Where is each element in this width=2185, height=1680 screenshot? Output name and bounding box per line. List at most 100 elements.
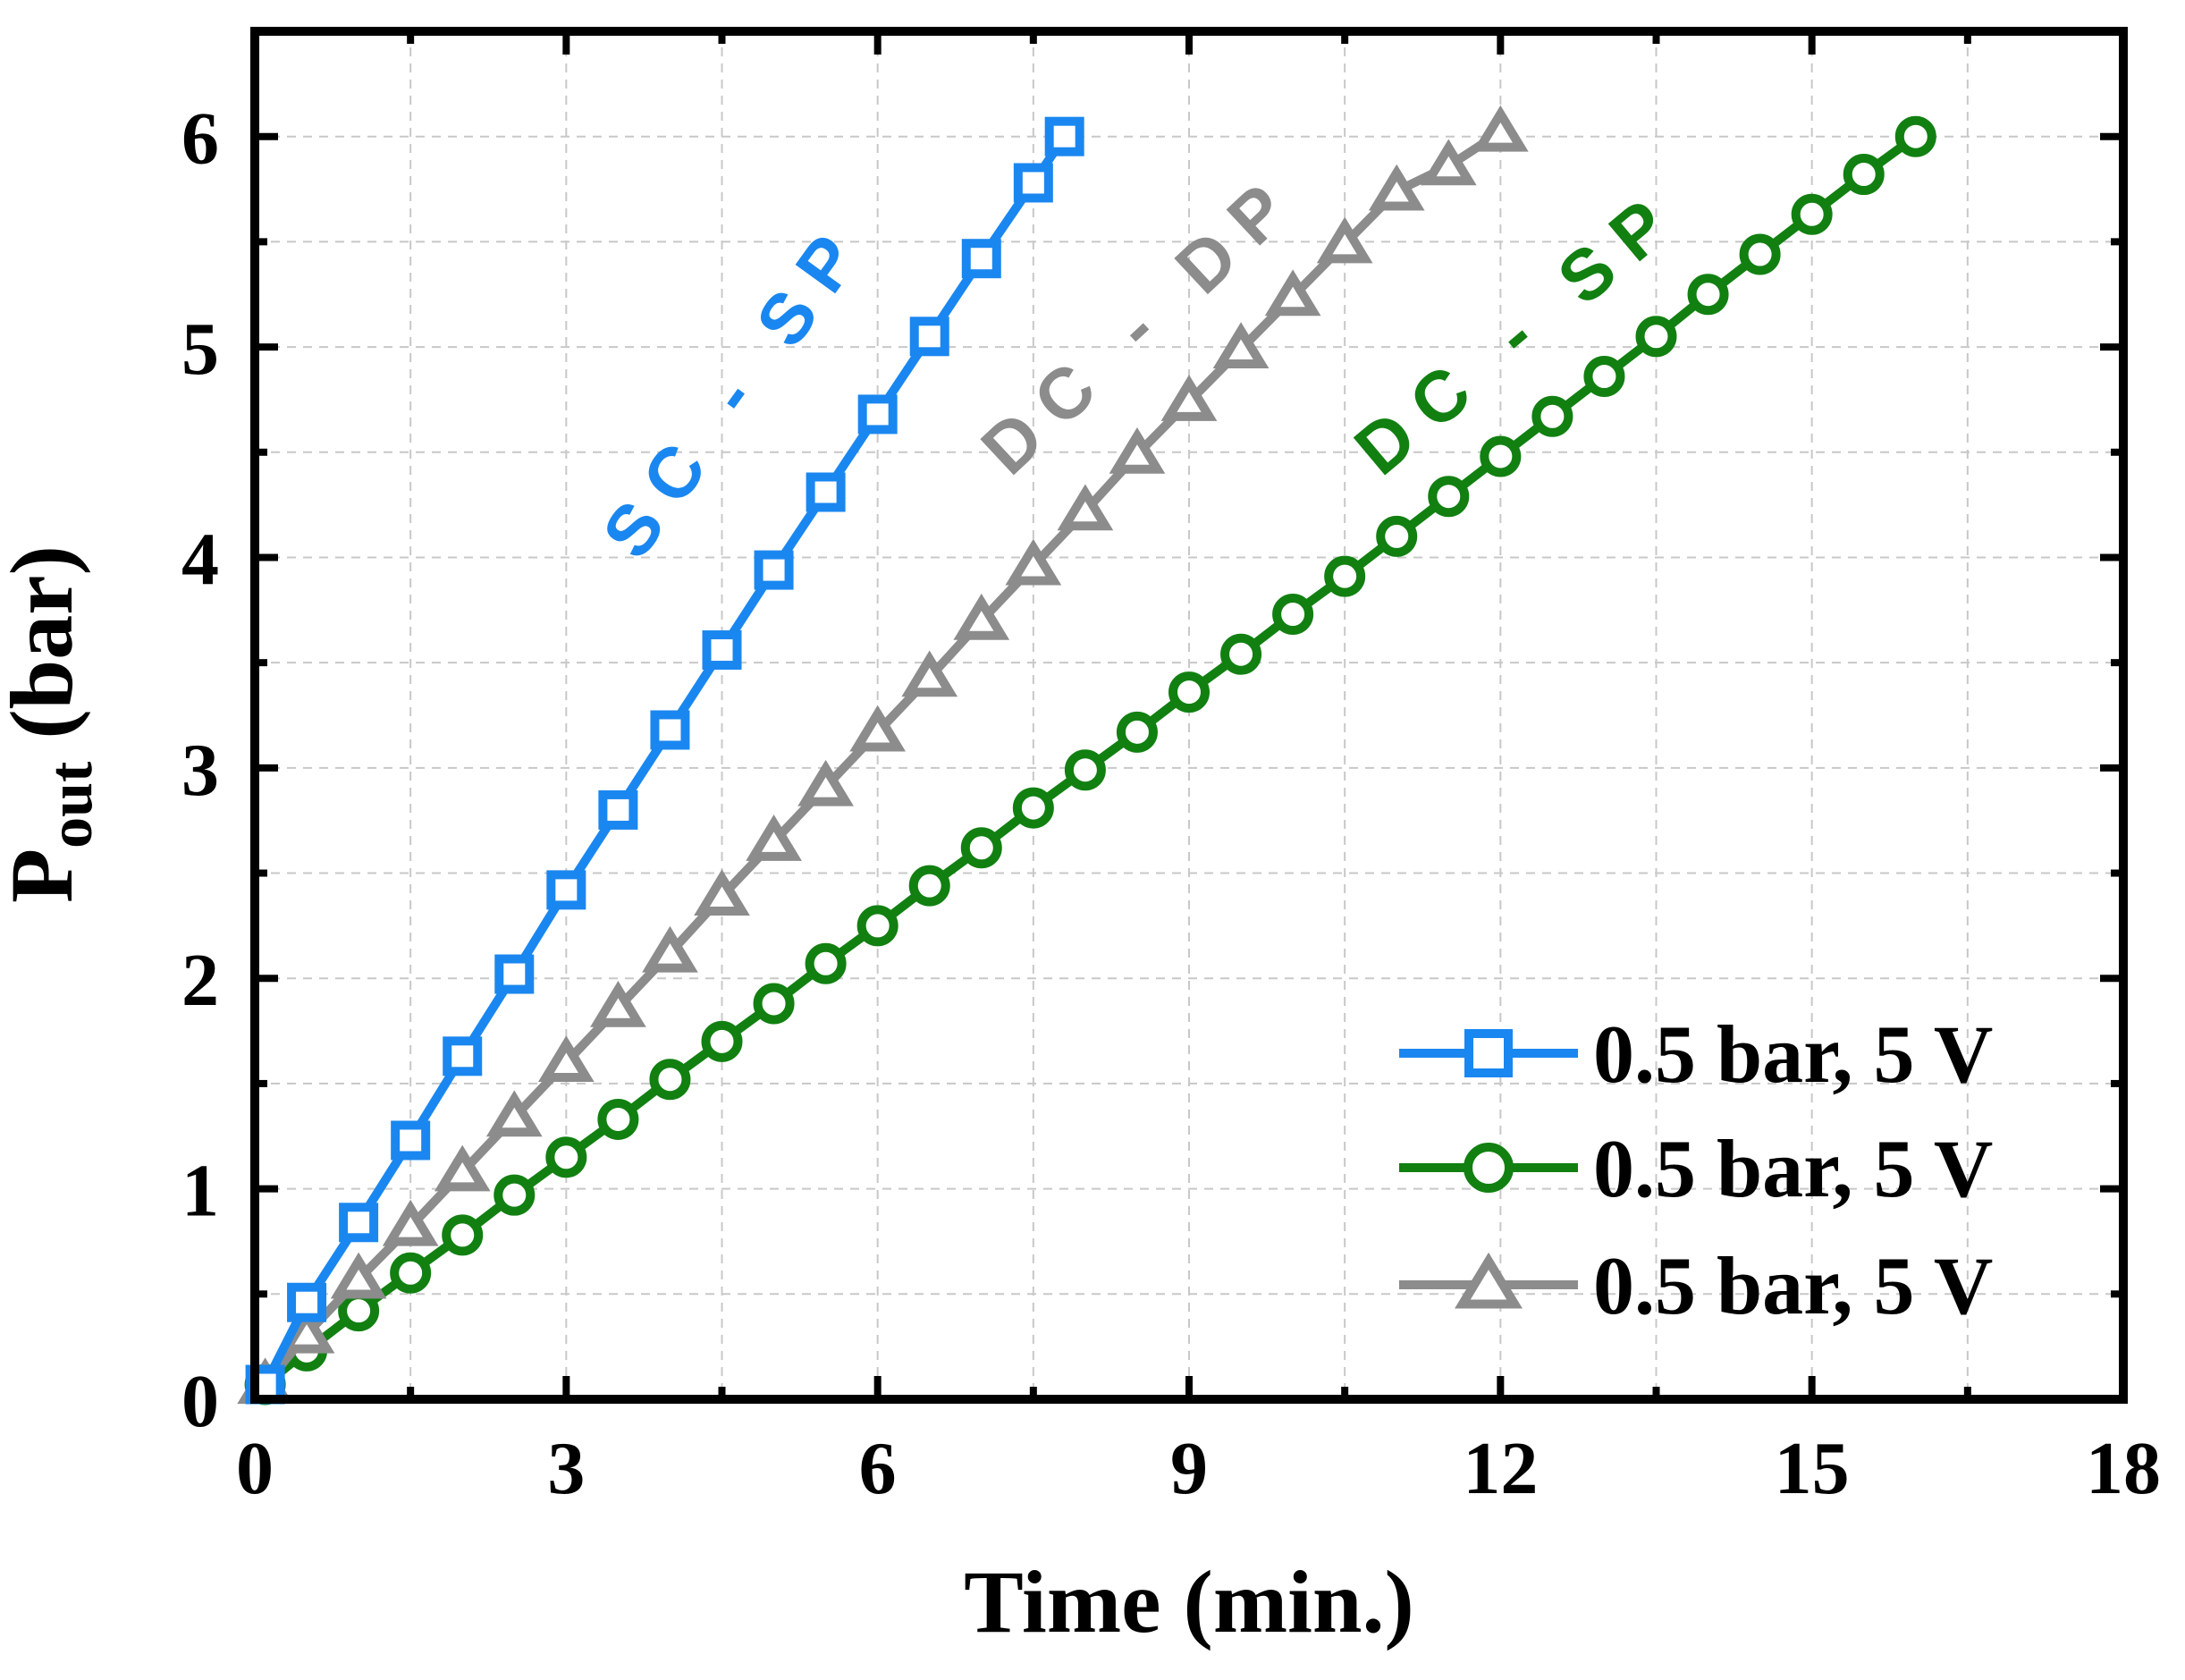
- data-point-square: [1464, 1029, 1513, 1077]
- data-point-circle: [1272, 594, 1314, 636]
- data-point-triangle: [434, 1144, 491, 1192]
- y-tick-label: 5: [181, 308, 219, 391]
- data-point-circle: [1376, 515, 1418, 557]
- data-point-square: [546, 870, 586, 910]
- data-point-square: [339, 1203, 379, 1243]
- data-point-circle: [442, 1214, 484, 1256]
- data-point-circle: [597, 1098, 639, 1140]
- data-point-triangle: [278, 1306, 335, 1354]
- data-point-triangle: [746, 815, 802, 861]
- x-axis-title: Time (min.): [964, 1552, 1414, 1651]
- data-point-triangle: [537, 1035, 595, 1083]
- y-tick-label: 6: [181, 97, 219, 181]
- data-point-square: [598, 789, 638, 830]
- data-point-circle: [1324, 555, 1366, 597]
- x-tick-label: 6: [859, 1427, 897, 1510]
- data-point-triangle: [953, 593, 1010, 640]
- series-layer: [237, 105, 1936, 1406]
- x-tick-label: 12: [1463, 1427, 1538, 1510]
- legend-label: 0.5 bar, 5 V: [1593, 1009, 1993, 1100]
- y-tick-label: 4: [181, 518, 219, 601]
- x-tick-label: 18: [2086, 1427, 2161, 1510]
- y-axis-title: Pout (bar): [0, 545, 105, 903]
- x-tick-label: 9: [1170, 1427, 1208, 1510]
- data-point-circle: [1480, 435, 1522, 477]
- data-point-square: [961, 239, 1001, 279]
- data-point-circle: [856, 905, 898, 947]
- data-point-square: [391, 1120, 431, 1161]
- data-point-square: [494, 954, 535, 994]
- data-point-triangle: [1005, 538, 1062, 586]
- data-point-triangle: [1368, 164, 1425, 211]
- data-point-square: [754, 550, 794, 590]
- data-point-triangle: [330, 1252, 387, 1299]
- data-point-circle: [338, 1290, 380, 1332]
- data-point-circle: [1894, 115, 1936, 157]
- data-point-circle: [1064, 749, 1106, 791]
- data-point-circle: [960, 827, 1002, 869]
- data-point-circle: [1583, 356, 1625, 398]
- data-point-circle: [1635, 316, 1677, 358]
- data-point-circle: [753, 983, 795, 1025]
- data-point-circle: [1531, 395, 1573, 437]
- data-point-circle: [701, 1020, 743, 1062]
- data-point-triangle: [642, 925, 698, 973]
- y-tick-label: 0: [181, 1360, 219, 1443]
- data-point-triangle: [797, 759, 854, 806]
- data-point-circle: [1687, 274, 1729, 316]
- data-point-square: [1044, 116, 1084, 156]
- y-tick-label: 1: [181, 1150, 219, 1233]
- x-tick-label: 3: [547, 1427, 585, 1510]
- legend-item: 0.5 bar, 5 V: [1399, 1240, 1993, 1331]
- data-point-circle: [1464, 1143, 1514, 1193]
- data-point-circle: [1843, 154, 1885, 196]
- y-axis-title-main: P: [0, 848, 91, 903]
- data-point-triangle: [1160, 375, 1218, 421]
- data-point-triangle: [1057, 484, 1114, 531]
- y-axis-title-unit: (bar): [0, 545, 91, 762]
- data-point-triangle: [1109, 426, 1166, 474]
- data-point-square: [287, 1282, 327, 1322]
- data-point-circle: [494, 1174, 536, 1216]
- data-point-square: [702, 630, 742, 671]
- data-point-circle: [908, 865, 950, 907]
- x-tick-label: 15: [1775, 1427, 1850, 1510]
- legend-label: 0.5 bar, 5 V: [1593, 1123, 1993, 1214]
- data-point-circle: [1012, 787, 1054, 829]
- data-point-square: [1013, 163, 1053, 203]
- data-point-square: [857, 394, 898, 435]
- annotations: SC - SP DC - DP DC - SP: [587, 156, 1698, 572]
- legend-label: 0.5 bar, 5 V: [1593, 1240, 1993, 1331]
- y-tick-label: 3: [181, 729, 219, 812]
- y-tick-label: 2: [181, 939, 219, 1022]
- data-point-circle: [1739, 233, 1781, 275]
- data-point-triangle: [694, 869, 750, 916]
- annotation-sc-sp: SC - SP: [587, 205, 884, 572]
- data-point-triangle: [485, 1090, 543, 1137]
- series-line: [261, 128, 1504, 1388]
- data-point-triangle: [901, 650, 958, 697]
- series-dcsp: [244, 115, 1936, 1406]
- data-point-circle: [805, 942, 847, 984]
- data-point-triangle: [590, 981, 646, 1027]
- series-dcdp: [237, 105, 1529, 1405]
- data-point-square: [650, 710, 690, 750]
- data-point-triangle: [1472, 105, 1529, 152]
- series-scsp: [245, 116, 1084, 1405]
- legend-item: 0.5 bar, 5 V: [1399, 1009, 1993, 1100]
- data-point-square: [909, 317, 949, 357]
- data-point-square: [806, 472, 846, 512]
- data-point-triangle: [382, 1199, 439, 1246]
- data-point-triangle: [1264, 269, 1321, 317]
- legend-item: 0.5 bar, 5 V: [1399, 1123, 1993, 1214]
- data-point-triangle: [1316, 216, 1373, 264]
- data-point-triangle: [1212, 322, 1270, 369]
- data-point-circle: [1168, 671, 1210, 713]
- data-point-triangle: [1455, 1252, 1523, 1309]
- data-point-circle: [1220, 633, 1262, 675]
- data-point-circle: [1428, 476, 1470, 518]
- legend: 0.5 bar, 5 V 0.5 bar, 5 V 0.5 bar, 5 V: [1399, 1009, 1993, 1331]
- data-point-circle: [390, 1252, 432, 1294]
